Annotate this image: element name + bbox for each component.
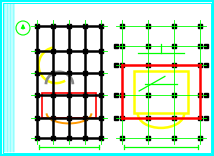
Bar [120, 63, 124, 67]
Bar [146, 44, 150, 48]
Bar [35, 136, 39, 140]
Bar [51, 116, 55, 120]
Bar [35, 116, 39, 120]
Bar [67, 49, 71, 53]
Bar [114, 93, 118, 98]
Bar [120, 116, 124, 120]
Bar [114, 63, 118, 67]
Bar [67, 93, 71, 98]
Bar [99, 116, 103, 120]
Bar [146, 63, 150, 67]
Bar [51, 136, 55, 140]
Bar [120, 136, 124, 140]
Bar [35, 49, 39, 53]
Bar [67, 116, 71, 120]
Bar [172, 116, 176, 120]
Bar [35, 93, 39, 98]
Bar [198, 44, 202, 48]
Bar [99, 136, 103, 140]
Bar [172, 24, 176, 28]
Bar [146, 116, 150, 120]
Bar [67, 71, 71, 75]
Bar [83, 71, 87, 75]
Bar [67, 24, 71, 28]
Bar [99, 93, 103, 98]
Bar [83, 136, 87, 140]
Bar [204, 44, 208, 48]
Bar [198, 24, 202, 28]
Bar [51, 71, 55, 75]
Bar [35, 24, 39, 28]
Bar [120, 44, 124, 48]
Bar [99, 49, 103, 53]
Bar [114, 116, 118, 120]
Bar [51, 24, 55, 28]
Bar [83, 116, 87, 120]
Bar [51, 93, 55, 98]
Bar [204, 63, 208, 67]
Bar [99, 24, 103, 28]
Bar [172, 63, 176, 67]
Bar [198, 116, 202, 120]
Bar [204, 93, 208, 98]
Bar [204, 116, 208, 120]
Bar [172, 136, 176, 140]
Bar [198, 63, 202, 67]
Bar [146, 136, 150, 140]
Bar [99, 71, 103, 75]
Bar [120, 24, 124, 28]
Bar [83, 24, 87, 28]
Bar [35, 71, 39, 75]
Bar [134, 71, 188, 113]
Bar [42, 93, 96, 118]
Bar [83, 93, 87, 98]
Bar [120, 93, 124, 98]
Bar [146, 24, 150, 28]
Bar [172, 93, 176, 98]
Bar [146, 93, 150, 98]
Bar [172, 44, 176, 48]
Bar [67, 136, 71, 140]
Bar [198, 93, 202, 98]
Bar [114, 44, 118, 48]
Bar [83, 49, 87, 53]
Bar [51, 49, 55, 53]
Bar [198, 136, 202, 140]
